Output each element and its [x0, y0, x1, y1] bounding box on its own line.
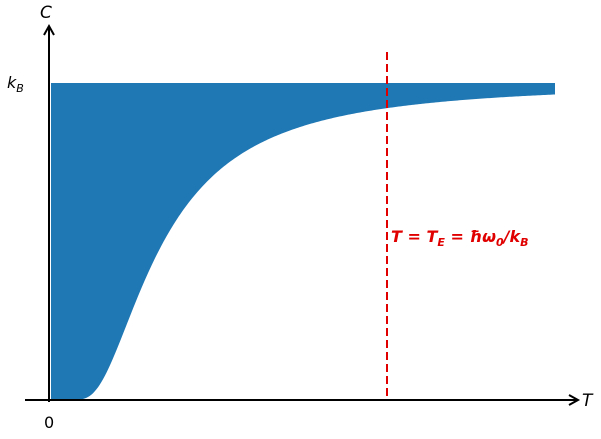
ann-sub-e: E — [437, 236, 445, 250]
x-axis-label: T — [582, 391, 593, 411]
origin-tick-label: 0 — [44, 413, 55, 432]
filled-area — [51, 83, 555, 400]
kb-main: k — [7, 73, 17, 92]
kb-sub: B — [16, 82, 24, 96]
ann-part1: T = T — [391, 227, 438, 246]
kb-tick-label: kB — [7, 73, 24, 95]
ann-part3: /k — [503, 227, 521, 246]
y-axis-label: C — [40, 3, 52, 23]
ann-part2: = ħω — [444, 227, 496, 246]
x-axis-arrow-icon — [568, 394, 581, 406]
y-axis-arrow-icon — [43, 23, 55, 36]
ann-sub-0: 0 — [495, 236, 504, 250]
ann-sub-b: B — [520, 236, 529, 250]
einstein-temperature-annotation: T = TE = ħω0/kB — [391, 227, 529, 249]
